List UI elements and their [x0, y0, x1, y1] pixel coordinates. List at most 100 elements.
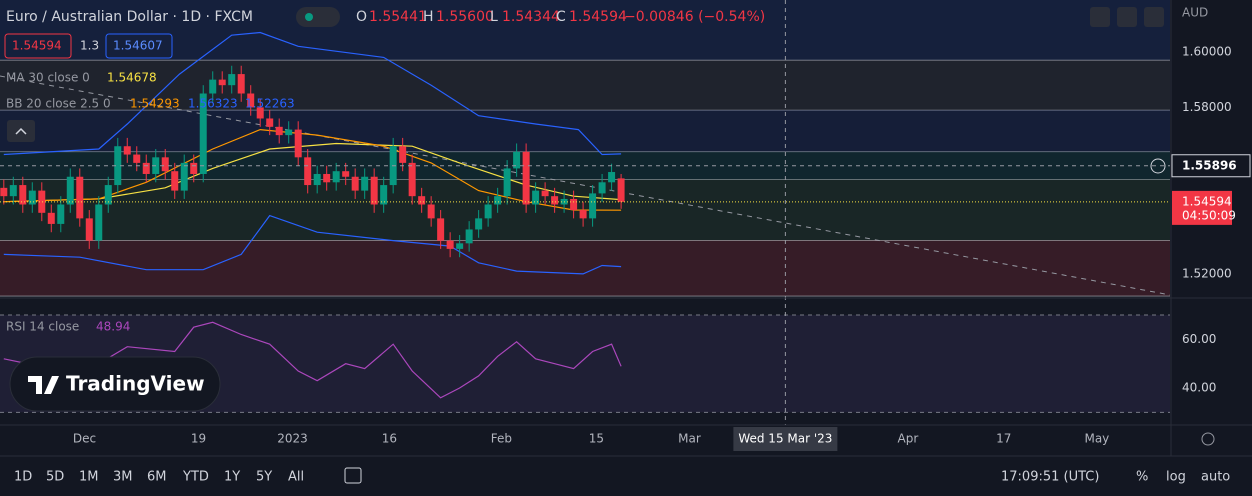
candle-body — [551, 196, 559, 205]
candle-body — [332, 171, 340, 183]
option-button[interactable]: % — [1136, 470, 1148, 485]
bb-label: BB 20 close 2.5 0 — [6, 97, 111, 111]
candle-body — [28, 190, 36, 205]
crosshair-price: 1.55896 — [1182, 158, 1237, 172]
candle-body — [66, 176, 74, 205]
candle-body — [142, 162, 150, 174]
logo-badge[interactable] — [9, 356, 221, 412]
candle-body — [0, 187, 8, 197]
range-button[interactable]: 1Y — [224, 470, 240, 485]
candle-body — [589, 193, 597, 219]
range-button[interactable]: 6M — [147, 470, 167, 485]
option-button[interactable]: auto — [1201, 470, 1230, 485]
level-zone — [0, 110, 1170, 152]
ohlc-key: O — [356, 9, 367, 25]
candle-body — [171, 171, 179, 191]
range-button[interactable]: All — [288, 470, 304, 485]
candle-body — [323, 173, 331, 183]
candle-body — [218, 79, 226, 86]
candle-body — [522, 151, 530, 205]
candle-body — [114, 146, 122, 186]
x-tick-label: 15 — [589, 432, 604, 446]
candle-body — [541, 190, 549, 197]
ohlc-value: 1.54344 — [502, 9, 560, 25]
tool-button[interactable] — [1090, 7, 1110, 27]
range-button[interactable]: YTD — [182, 470, 209, 485]
ohlc-value: 1.55600 — [436, 9, 494, 25]
candle-body — [399, 146, 407, 163]
currency[interactable]: AUD — [1182, 6, 1208, 20]
indicator-line — [3, 142, 622, 203]
candle-body — [266, 118, 274, 127]
range-button[interactable]: 5D — [46, 470, 64, 485]
buy-box[interactable] — [105, 33, 173, 59]
x-tick-label: 19 — [191, 432, 206, 446]
candle-body — [294, 129, 302, 158]
ohlc-key: C — [556, 9, 566, 25]
symbol-title: Euro / Australian Dollar · 1D · FXCM — [6, 9, 253, 25]
level-zone — [0, 0, 1170, 61]
ohlc-key: H — [423, 9, 434, 25]
candle-body — [247, 93, 255, 108]
candle-body — [95, 204, 103, 241]
collapse-button[interactable] — [7, 120, 35, 142]
tool-button[interactable] — [1117, 7, 1137, 27]
add-alert[interactable] — [1150, 158, 1166, 174]
rsi-tick-label: 60.00 — [1182, 332, 1216, 346]
candle-body — [418, 196, 426, 205]
ma-value: 1.54678 — [107, 71, 157, 85]
candle-body — [47, 212, 55, 224]
candle-body — [180, 162, 188, 191]
candle-body — [199, 93, 207, 174]
candle-body — [313, 173, 321, 186]
range-button[interactable]: 3M — [113, 470, 133, 485]
candle-body — [133, 154, 141, 163]
indicator-line — [3, 214, 622, 275]
x-tick-label: Wed 15 Mar '23 — [738, 432, 832, 446]
candle-body — [19, 185, 27, 205]
candle-body — [38, 190, 46, 213]
rsi-label: RSI 14 close — [6, 320, 79, 334]
range-button[interactable]: 5Y — [256, 470, 272, 485]
crosshair-date-box — [733, 427, 838, 451]
ohlc-key: L — [490, 9, 498, 25]
tool-button[interactable] — [1144, 7, 1164, 27]
x-tick-label: 2023 — [277, 432, 308, 446]
toolbar: 1D 5D 1M 3M 6M YTD 1Y 5Y All 17:09:51 (UTC)% log au… — [14, 432, 1230, 485]
candle-body — [570, 198, 578, 211]
status-pill[interactable] — [296, 7, 340, 27]
range-button[interactable]: 1D — [14, 470, 32, 485]
candle-body — [161, 157, 169, 172]
candle-body — [370, 176, 378, 205]
bb-value: 1.54293 — [130, 97, 180, 111]
candle-body — [446, 240, 454, 249]
ask: 1.54607 — [113, 39, 163, 53]
x-tick-label: Dec — [73, 432, 96, 446]
clock: 17:09:51 (UTC) — [1001, 470, 1099, 485]
ui: Euro / Australian Dollar · 1D · FXCM O 1… — [0, 0, 1252, 457]
logo-mark — [28, 376, 59, 394]
y-tick-label: 1.52000 — [1182, 266, 1232, 280]
option-button[interactable]: log — [1166, 470, 1186, 485]
bb-value: 1.52263 — [245, 97, 295, 111]
calendar-icon[interactable] — [344, 467, 362, 484]
candle-body — [342, 171, 350, 177]
indicator-line — [3, 31, 622, 156]
candle-body — [513, 151, 521, 169]
last-price-box — [1172, 190, 1232, 225]
logo-text: TradingView — [66, 372, 205, 396]
sell-box[interactable] — [4, 33, 72, 59]
rsi-value: 48.94 — [96, 320, 130, 334]
candle-body — [427, 204, 435, 219]
candle-body — [209, 79, 217, 94]
spread: 1.3 — [80, 39, 99, 53]
trendline — [0, 75, 1171, 296]
x-tick-label: Apr — [898, 432, 919, 446]
change: −0.00846 (−0.54%) — [624, 9, 765, 25]
candle-body — [617, 178, 625, 202]
settings-icon[interactable] — [1201, 432, 1215, 446]
candle-body — [351, 176, 359, 191]
candle-body — [237, 74, 245, 94]
range-button[interactable]: 1M — [79, 470, 99, 485]
